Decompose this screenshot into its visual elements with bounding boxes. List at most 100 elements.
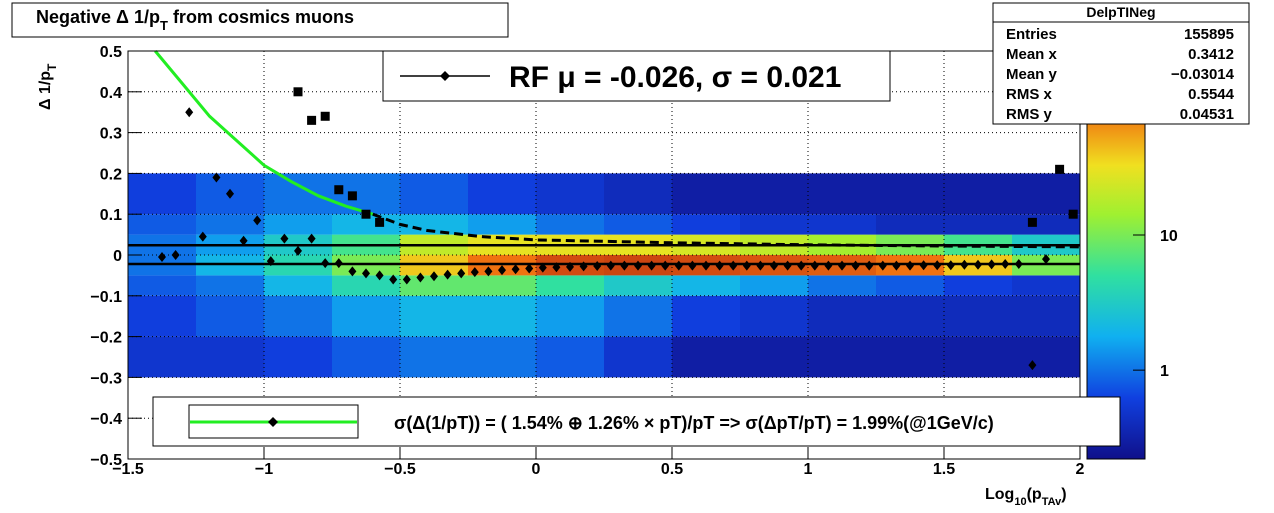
diamond-marker [294,245,302,256]
y-tick-label: −0.1 [90,289,122,306]
heat-cell [944,173,1012,215]
heat-cell [128,173,196,215]
heat-cell [264,173,332,215]
stats-box: DelpTINeg Entries 155895 Mean x 0.3412 Mean … [992,2,1250,125]
diamond-marker [389,274,398,285]
diamond-marker [266,256,275,267]
diamond-marker [702,260,710,271]
heat-cell [876,173,944,215]
diamond-marker [212,172,221,183]
stats-value: 0.5544 [1188,86,1235,103]
diamond-marker [552,262,561,273]
diamond-marker [579,261,588,272]
axes: −1.5 −1 −0.5 0 0.5 1 1.5 2 −0.5 −0.4 −0.3 −0.2 −0.1 0… [90,44,1084,478]
heat-cell [400,173,468,215]
diamond-marker [416,272,425,283]
diamond-marker [742,260,751,271]
diamond-marker [919,260,928,271]
diamond-marker [525,263,534,274]
y-tick-label: 0.1 [100,207,122,224]
heat-cell [672,336,740,378]
diamond-marker [430,271,438,282]
square-marker [307,115,317,125]
diamond-marker [933,260,942,271]
markers [158,87,1078,371]
diamond-marker [470,267,479,278]
x-tick-label: 1.5 [933,461,955,478]
square-marker [361,209,371,219]
heatmap [128,173,1080,378]
stats-value: 0.04531 [1180,106,1234,123]
heat-cell [740,295,808,337]
diamond-marker [634,260,642,271]
x-tick-label: −1.5 [112,461,144,478]
diamond-marker [892,260,901,271]
heat-cell [876,275,944,296]
y-tick-label: −0.3 [90,370,122,387]
square-marker [320,111,330,121]
heat-cell [604,214,672,235]
heat-cell [536,295,604,337]
square-marker [1027,217,1037,227]
heat-cell [128,295,196,337]
heat-cell [944,214,1012,235]
heat-cell [128,275,196,296]
diamond-marker [280,233,289,244]
square-marker [1068,209,1078,219]
heat-cell [1012,275,1080,296]
heat-cell [468,173,536,215]
heat-cell [196,295,264,337]
heat-cell [400,295,468,337]
diamond-marker [851,260,860,271]
y-tick-label: 0.2 [100,166,122,183]
heat-cell [740,336,808,378]
y-tick-label: −0.2 [90,330,122,347]
diamond-marker [946,260,955,271]
heat-cell [196,336,264,378]
y-tick-label: 0.4 [100,85,122,102]
heat-cell [944,275,1012,296]
x-tick-label: 0.5 [661,461,683,478]
label-part: Log [985,486,1014,503]
palette-axis: 1 10 [1133,228,1178,380]
legend-text: σ(Δ(1/pT)) = ( 1.54% ⊕ 1.26% × pT)/pT =>… [394,413,994,433]
diamond-marker [457,268,466,279]
heat-cell [536,214,604,235]
chart-title: Negative Δ 1/pT from cosmics muons [36,7,354,33]
heat-cell [1012,336,1080,378]
heat-cell [468,275,536,296]
diamond-marker [865,260,874,271]
heat-cell [264,336,332,378]
heat-cell [468,214,536,235]
diamond-marker [661,260,670,271]
z-tick-label: 1 [1160,363,1169,380]
heat-cell [468,295,536,337]
diamond-marker [797,260,806,271]
heat-cell [672,173,740,215]
diamond-marker [1042,254,1050,265]
diamond-marker [402,274,411,285]
label-part: ) [1061,486,1066,503]
stats-value: −0.03014 [1171,66,1235,83]
heat-cell [740,173,808,215]
diamond-marker [375,270,384,281]
diamond-marker [538,262,547,273]
diamond-marker [239,235,248,246]
heat-cell [128,214,196,235]
title-box [11,2,509,38]
y-tick-label: 0.3 [100,126,122,143]
heat-cell [604,275,672,296]
heat-cell [944,295,1012,337]
label-sub: T [45,63,59,71]
y-tick-label: 0.5 [100,44,122,61]
label-part: (p [1027,486,1042,503]
heat-cell [876,336,944,378]
stats-label: Mean x [1006,46,1058,63]
stats-frame [992,2,1250,125]
heat-cell [400,275,468,296]
heat-cell [536,336,604,378]
heat-cell [876,295,944,337]
heat-cell [536,173,604,215]
heat-cell [672,295,740,337]
label-sub: TAv [1042,496,1062,508]
